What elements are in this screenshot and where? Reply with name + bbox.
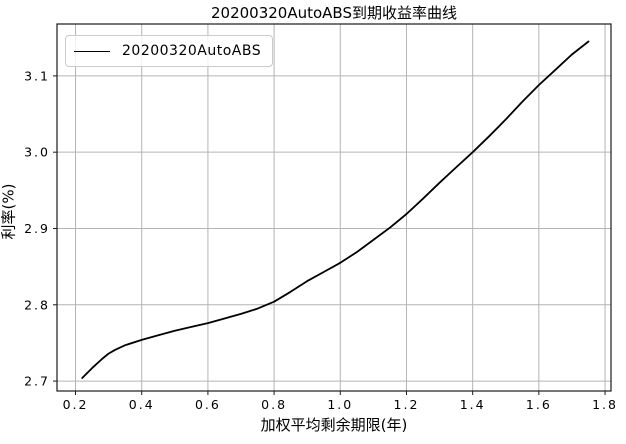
chart-title: 20200320AutoABS到期收益率曲线	[211, 4, 457, 22]
x-tick-label: 1.6	[526, 397, 552, 412]
series-line	[81, 40, 590, 379]
x-tick-label: 1.2	[394, 397, 420, 412]
y-tick-label: 3.0	[24, 145, 50, 160]
x-tick-label: 0.2	[63, 397, 89, 412]
y-axis-label: 利率(%)	[0, 183, 18, 240]
y-tick-label: 3.1	[24, 68, 50, 83]
x-tick-label: 1.0	[327, 397, 353, 412]
x-tick-label: 0.6	[195, 397, 221, 412]
legend-line-sample-icon	[74, 50, 110, 52]
x-tick-label: 1.4	[460, 397, 486, 412]
legend: 20200320AutoABS	[65, 35, 274, 67]
x-axis-label: 加权平均剩余期限(年)	[260, 416, 408, 434]
x-tick-label: 0.8	[261, 397, 287, 412]
legend-series-label: 20200320AutoABS	[122, 43, 262, 59]
x-tick-label: 0.4	[129, 397, 155, 412]
y-tick-label: 2.8	[24, 297, 50, 312]
x-tick-label: 1.8	[592, 397, 618, 412]
y-tick-label: 2.7	[24, 374, 50, 389]
y-tick-label: 2.9	[24, 221, 50, 236]
plot-border	[56, 23, 612, 392]
